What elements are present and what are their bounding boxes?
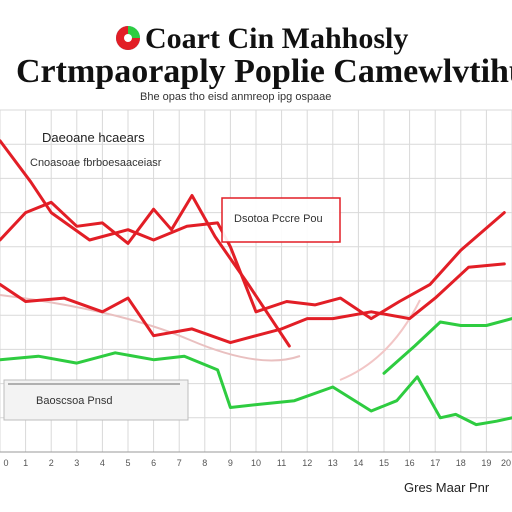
chart-title-line2: Crtmpaoraply Poplie Camewlvtihu	[16, 53, 512, 90]
inset-box: Baoscsoa Pnsd	[3, 379, 189, 421]
x-tick-label: 18	[456, 458, 466, 468]
series-line-4	[0, 351, 512, 427]
chart-subtitle: Bhe opas tho eisd anmreop ipg ospaae	[140, 91, 331, 103]
x-tick-label: 16	[405, 458, 415, 468]
x-tick-label: 9	[228, 458, 233, 468]
series-line-2	[0, 262, 506, 345]
x-tick-label: 14	[353, 458, 363, 468]
x-tick-label: 13	[328, 458, 338, 468]
faint-curve-1	[0, 294, 301, 362]
series-line-3	[0, 194, 291, 348]
x-tick-label: 2	[49, 458, 54, 468]
x-tick-label: 19	[481, 458, 491, 468]
x-tick-label: 6	[151, 458, 156, 468]
x-tick-label: 11	[277, 458, 286, 468]
annotation-top-left-sub: Cnoasoae fbrboesaaceiasr	[30, 157, 162, 169]
callout-text: Dsotoa Pccre Pou	[234, 213, 323, 225]
annotation-top-left: Daeoane hcaears	[42, 130, 145, 145]
x-tick-label: 5	[125, 458, 130, 468]
x-tick-label: 17	[430, 458, 440, 468]
chart-title-line1: Coart Cin Mahhosly	[145, 22, 408, 55]
x-tick-label: 10	[251, 458, 261, 468]
x-tick-label: 0	[3, 458, 8, 468]
x-tick-label: 4	[100, 458, 105, 468]
faint-curve-2	[339, 299, 421, 381]
series-line-5	[382, 317, 512, 375]
x-tick-label: 20	[501, 458, 511, 468]
series-group	[0, 139, 512, 427]
inset-label: Baoscsoa Pnsd	[36, 395, 112, 407]
x-tick-label: 8	[202, 458, 207, 468]
x-tick-label: 1	[23, 458, 28, 468]
pie-logo-icon	[116, 26, 140, 50]
callout-box: Dsotoa Pccre Pou	[221, 197, 341, 243]
x-tick-label: 7	[177, 458, 182, 468]
x-tick-label: 12	[302, 458, 312, 468]
x-tick-label: 3	[74, 458, 79, 468]
footer-right-label: Gres Maar Pnr	[404, 480, 490, 495]
x-axis-ticks: 0 1 2 3 4 5 6 7 8 9 10 11 12 13 14 15 16 17 18 19 20	[3, 458, 511, 468]
x-tick-label: 15	[379, 458, 389, 468]
